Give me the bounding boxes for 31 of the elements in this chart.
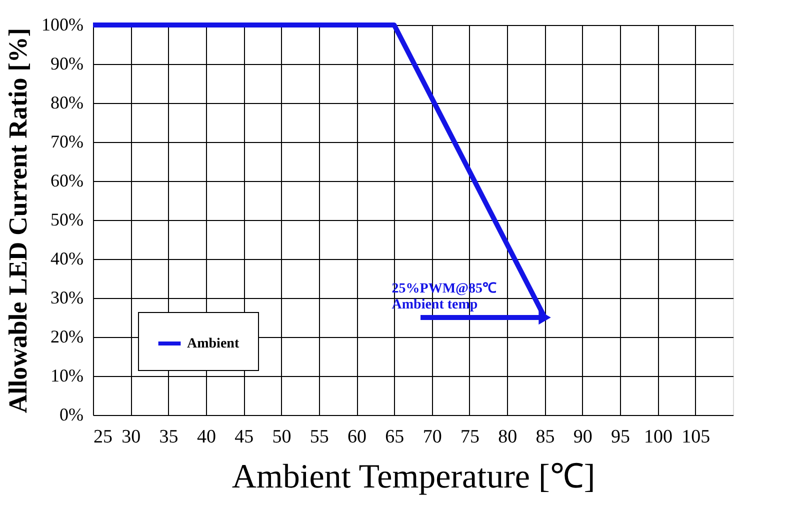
x-axis-title: Ambient Temperature [℃] <box>232 458 596 496</box>
y-tick-label: 90% <box>50 54 84 74</box>
x-tick-label: 45 <box>234 426 254 448</box>
x-tick-label: 80 <box>498 426 518 448</box>
x-tick-label: 90 <box>573 426 592 448</box>
x-tick-label: 95 <box>611 426 630 448</box>
x-tick-label: 35 <box>159 426 178 448</box>
y-tick-label: 70% <box>50 132 84 152</box>
x-tick-label: 60 <box>348 426 367 448</box>
x-tick-label: 105 <box>682 426 710 448</box>
x-tick-label: 70 <box>422 426 442 448</box>
x-tick-label: 65 <box>385 426 404 448</box>
x-tick-label: 50 <box>272 426 292 448</box>
y-tick-label: 0% <box>60 404 84 424</box>
legend-label: Ambient <box>187 336 240 352</box>
y-tick-label: 30% <box>50 288 84 308</box>
x-tick-label: 30 <box>122 426 141 448</box>
x-tick-label: 55 <box>310 426 329 448</box>
y-tick-label: 20% <box>50 326 84 346</box>
y-tick-label: 100% <box>42 14 84 34</box>
y-tick-label: 10% <box>50 366 84 386</box>
x-tick-label: 40 <box>196 426 216 448</box>
x-tick-label: 25 <box>94 426 112 448</box>
y-axis-title: Allowable LED Current Ratio [%] <box>4 28 33 414</box>
y-tick-label: 40% <box>50 248 84 268</box>
y-tick-label: 80% <box>50 92 84 112</box>
x-tick-label: 85 <box>536 426 555 448</box>
x-tick-label: 100 <box>644 426 672 448</box>
x-tick-label: 75 <box>460 426 480 448</box>
y-tick-label: 60% <box>50 170 84 190</box>
y-tick-label: 50% <box>50 210 84 230</box>
